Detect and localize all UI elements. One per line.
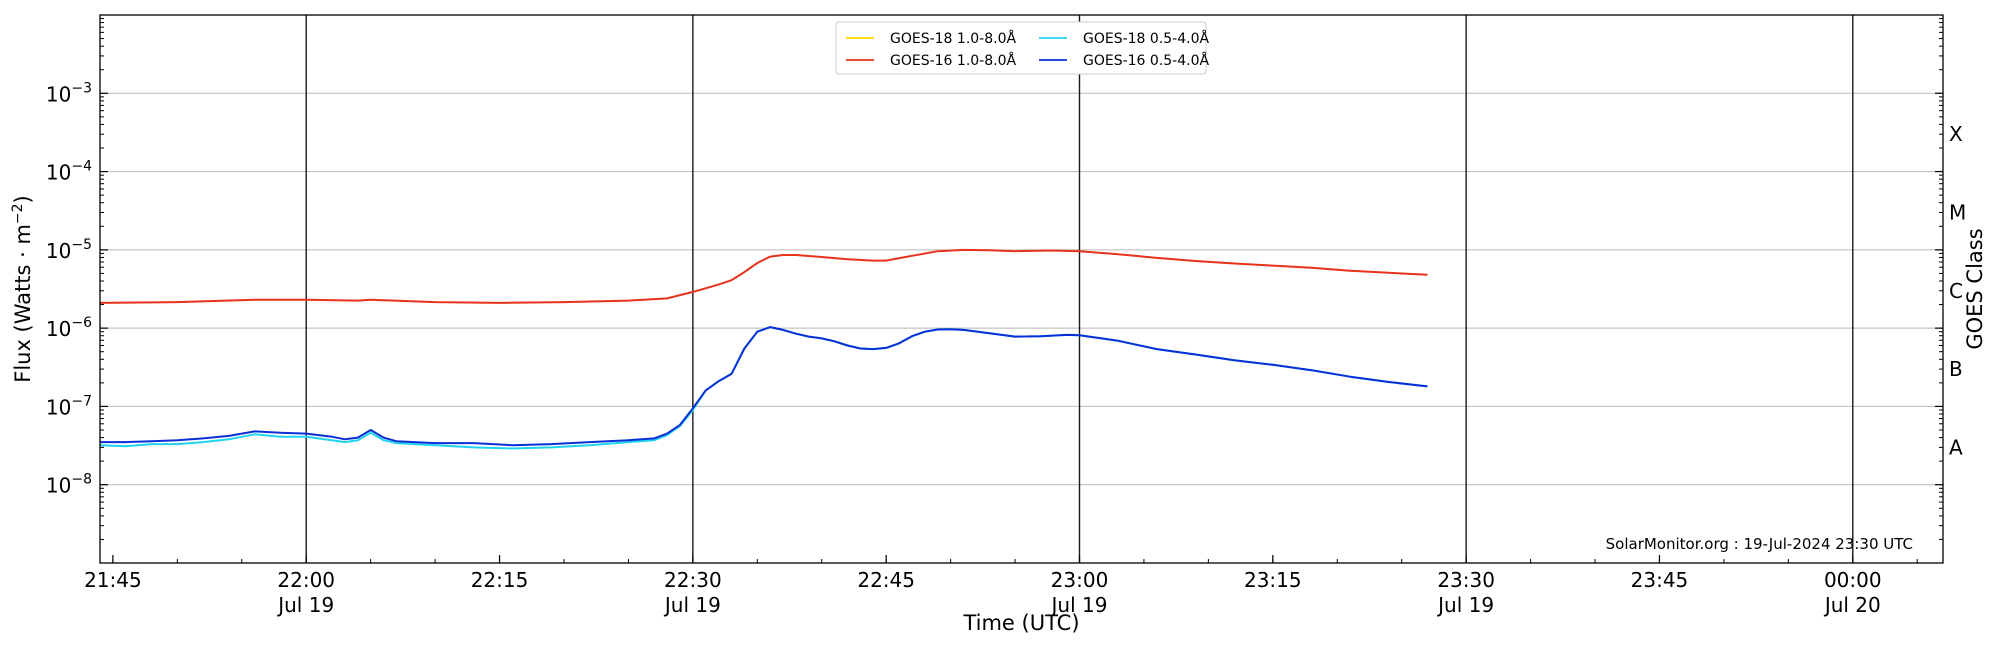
x-tick-date-label: Jul 19 <box>1436 593 1494 617</box>
legend-label: GOES-16 0.5-4.0Å <box>1083 52 1209 69</box>
x-tick-date-label: Jul 20 <box>1823 593 1881 617</box>
y-tick-exponent: −5 <box>71 237 92 253</box>
x-tick-label: 21:45 <box>84 568 142 592</box>
y-tick-exponent: −4 <box>71 159 92 175</box>
goes-class-label: X <box>1949 122 1963 146</box>
y-axis-title-end: ) <box>11 195 35 203</box>
y-tick-label: 10−4 <box>46 159 92 185</box>
legend-label: GOES-18 0.5-4.0Å <box>1083 30 1209 47</box>
y-tick-exponent: −8 <box>71 472 92 488</box>
series-line <box>99 248 1428 304</box>
x-axis-title: Time (UTC) <box>962 611 1079 635</box>
y-tick-label: 10−5 <box>46 237 92 263</box>
series-layer <box>99 248 1428 450</box>
x-tick-date-label: Jul 19 <box>663 593 721 617</box>
x-tick-date-label: Jul 19 <box>276 593 334 617</box>
y-tick-label: 10−6 <box>46 315 92 341</box>
legend-label: GOES-18 1.0-8.0Å <box>890 30 1016 47</box>
series-line <box>99 326 1428 450</box>
y-axis-title: Flux (Watts · m−2) <box>10 195 35 383</box>
legend-box <box>835 21 1207 75</box>
x-tick-label: 22:00 <box>277 568 335 592</box>
y-tick-base: 10 <box>46 82 71 106</box>
plot-frame <box>99 14 1944 564</box>
x-tick-label: 22:15 <box>471 568 529 592</box>
y-tick-label: 10−3 <box>46 80 92 106</box>
y-tick-base: 10 <box>46 474 71 498</box>
goes-class-label: M <box>1949 201 1966 225</box>
y-axis-title-mid: · m <box>11 224 35 264</box>
y-axis-title-exp: −2 <box>10 203 26 224</box>
y-axis-title-main: Flux (Watts <box>11 265 35 383</box>
y-tick-exponent: −7 <box>71 393 92 409</box>
y-tick-base: 10 <box>46 317 71 341</box>
y-tick-base: 10 <box>46 395 71 419</box>
y-tick-label: 10−7 <box>46 393 92 419</box>
x-tick-label: 22:30 <box>664 568 722 592</box>
x-tick-label: 00:00 <box>1824 568 1882 592</box>
goes-class-label: A <box>1949 435 1963 459</box>
y-tick-exponent: −3 <box>71 80 92 96</box>
goes-class-axis-title: GOES Class <box>1963 228 1987 349</box>
grid-layer <box>100 15 1943 563</box>
legend-label: GOES-16 1.0-8.0Å <box>890 52 1016 69</box>
y-tick-exponent: −6 <box>71 315 92 331</box>
x-tick-label: 23:45 <box>1631 568 1689 592</box>
x-tick-label: 23:30 <box>1437 568 1495 592</box>
x-tick-label: 23:00 <box>1051 568 1109 592</box>
legend: GOES-18 1.0-8.0Å GOES-18 0.5-4.0Å GOES-16 … <box>835 21 1209 75</box>
credit-text: SolarMonitor.org : 19-Jul-2024 23:30 UTC <box>1606 535 1913 553</box>
x-tick-label: 23:15 <box>1244 568 1302 592</box>
x-tick-date-label: Jul 19 <box>1050 593 1108 617</box>
y-tick-base: 10 <box>46 239 71 263</box>
x-tick-label: 22:45 <box>857 568 915 592</box>
goes-class-label: B <box>1949 357 1963 381</box>
series-line <box>100 326 1428 447</box>
goes-class-label: C <box>1949 279 1963 303</box>
y-tick-label: 10−8 <box>46 472 92 498</box>
y-tick-base: 10 <box>46 161 71 185</box>
